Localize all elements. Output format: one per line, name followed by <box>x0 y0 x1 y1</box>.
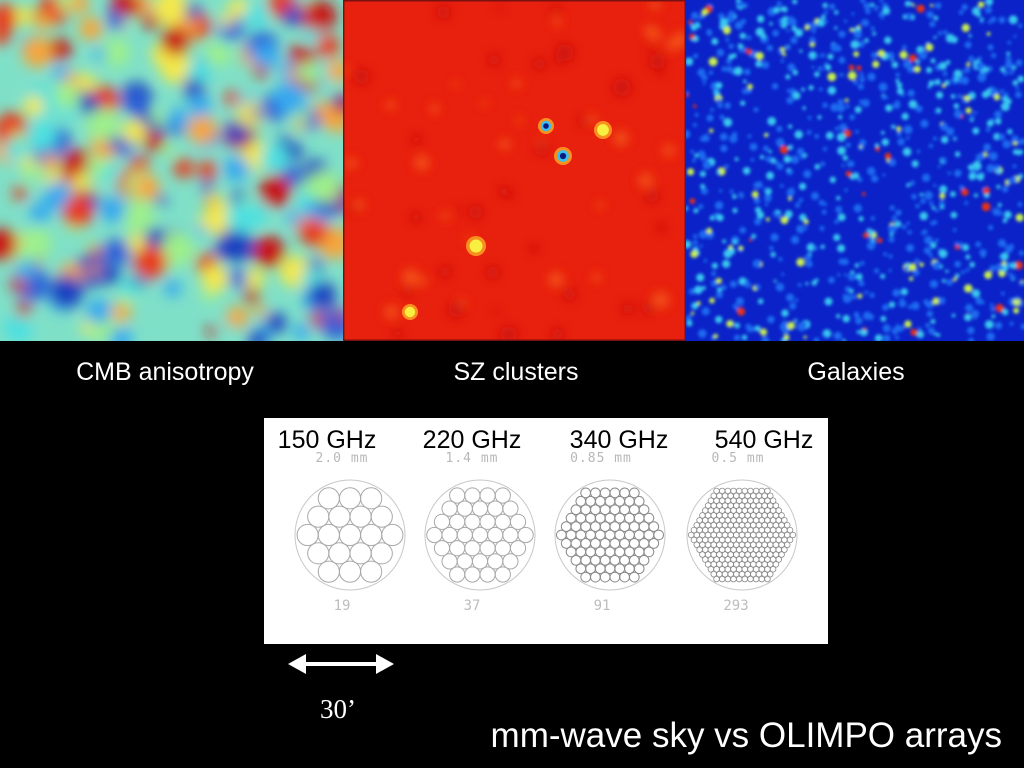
array-340-frequency: 340 GHz <box>569 426 669 454</box>
galaxies-map-label: Galaxies <box>807 358 905 386</box>
array-540-pixel-size: 0.5 mm <box>711 451 765 466</box>
galaxies-map-image <box>686 0 1024 341</box>
array-540-frequency: 540 GHz <box>714 426 814 454</box>
array-340-pixel-size: 0.85 mm <box>570 451 632 466</box>
array-540-hexagon <box>686 479 798 591</box>
array-150-hexagon <box>294 479 406 591</box>
olimpo-arrays-panel: 150 GHz 220 GHz 340 GHz 540 GHz 2.0 mm 1… <box>264 418 828 644</box>
array-220-pixel-size: 1.4 mm <box>445 451 499 466</box>
cmb-anisotropy-map <box>0 0 343 341</box>
sz-map-label: SZ clusters <box>453 358 579 386</box>
array-220-detector-count: 37 <box>463 598 481 614</box>
array-540-detector-count: 293 <box>723 598 749 614</box>
array-220-frequency: 220 GHz <box>422 426 522 454</box>
sz-map-image <box>343 0 686 341</box>
galaxies-map <box>686 0 1024 341</box>
cmb-map-label: CMB anisotropy <box>76 358 254 386</box>
array-340-hexagon <box>554 479 666 591</box>
slide-title: mm-wave sky vs OLIMPO arrays <box>490 716 1002 755</box>
array-150-frequency: 150 GHz <box>277 426 377 454</box>
scale-bar-label: 30’ <box>320 694 356 724</box>
array-150-detector-count: 19 <box>333 598 351 614</box>
cmb-map-image <box>0 0 343 341</box>
array-220-hexagon <box>424 479 536 591</box>
scale-bar-arrow <box>288 654 394 674</box>
sz-clusters-map <box>343 0 686 341</box>
array-340-detector-count: 91 <box>593 598 611 614</box>
array-150-pixel-size: 2.0 mm <box>315 451 369 466</box>
